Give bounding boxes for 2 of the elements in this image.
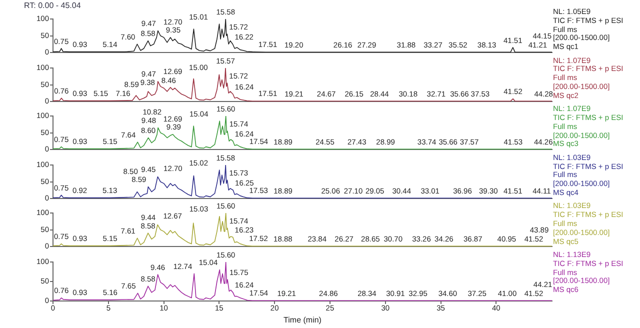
x-axis-title: Time (min) [284,315,322,324]
chart-title: RT: 0.00 - 45.04 [24,1,81,10]
